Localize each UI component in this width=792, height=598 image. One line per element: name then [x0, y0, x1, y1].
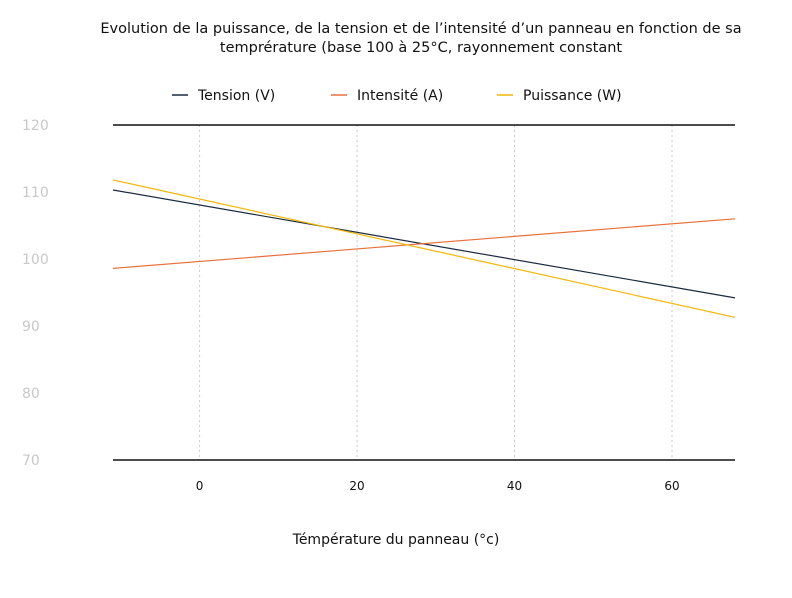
- axes: [113, 124, 735, 461]
- y-axis-ticks: 70 80 90 100 110 120: [22, 118, 49, 469]
- series-line-2: [112, 179, 736, 318]
- y-tick-label: 80: [22, 386, 40, 402]
- y-tick-label: 90: [22, 319, 40, 335]
- series-line-1: [112, 218, 736, 269]
- x-axis-ticks: 0 20 40 60: [196, 479, 680, 493]
- x-tick-label: 0: [196, 479, 204, 493]
- x-tick-label: 20: [349, 479, 364, 493]
- x-tick-label: 60: [664, 479, 679, 493]
- y-tick-label: 70: [22, 453, 40, 469]
- y-tick-label: 100: [22, 252, 49, 268]
- y-tick-label: 120: [22, 118, 49, 134]
- legend-label: Tension (V): [197, 88, 275, 104]
- legend-label: Puissance (W): [523, 88, 622, 104]
- grid-lines: [199, 125, 673, 460]
- x-tick-label: 40: [507, 479, 522, 493]
- x-axis-label: Témpérature du panneau (°c): [292, 532, 500, 548]
- legend-label: Intensité (A): [357, 88, 443, 104]
- y-tick-label: 110: [22, 185, 49, 201]
- series-lines: [112, 179, 736, 318]
- chart-title: Evolution de la puissance, de la tension…: [100, 21, 742, 56]
- legend: Tension (V) Intensité (A) Puissance (W): [172, 88, 622, 104]
